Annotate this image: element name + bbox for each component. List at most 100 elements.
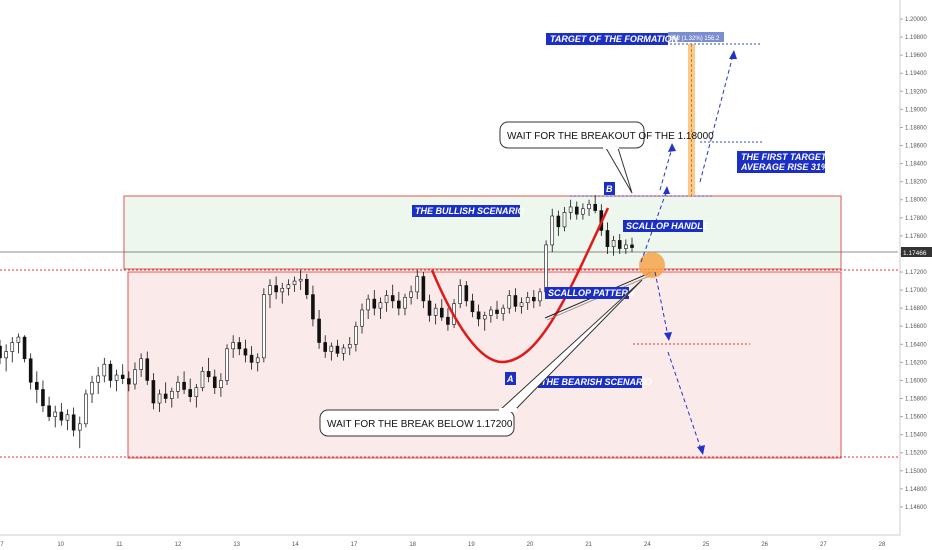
candle-body <box>525 297 530 304</box>
scallop-pattern-label-box <box>545 287 629 299</box>
candle-body <box>59 411 64 421</box>
time-tick-label: 18 <box>409 542 416 548</box>
bullish-label: THE BULLISH SCENARIO <box>415 206 525 216</box>
candle-body <box>378 302 383 309</box>
candle-body <box>182 381 186 390</box>
price-tick-label: 1.16000 <box>905 378 927 384</box>
price-tick-label: 1.15800 <box>905 397 927 403</box>
price-tick-label: 1.16400 <box>905 342 927 348</box>
candle-body <box>605 230 610 248</box>
candle-body <box>317 318 321 343</box>
candle-body <box>35 381 39 390</box>
candle-body <box>108 363 113 381</box>
candle-body <box>562 212 567 228</box>
time-tick-label: 17 <box>351 542 358 548</box>
price-tick-label: 1.19600 <box>905 53 927 59</box>
candle-body <box>255 357 260 363</box>
candle-body <box>212 376 217 388</box>
candle-body <box>507 295 512 309</box>
candle-body <box>611 240 616 248</box>
bearish-label: THE BEARISH SCENARIO <box>541 377 652 387</box>
candle-body <box>538 291 542 302</box>
candle-body <box>71 414 76 431</box>
target-formation-label: TARGET OF THE FORMATION <box>550 34 679 44</box>
candle-body <box>489 309 493 316</box>
candle-body <box>574 206 579 215</box>
price-axis: 1.20000 1.19800 1.19600 1.19400 1.19200 1.190… <box>900 17 927 511</box>
bearish-label-box <box>538 376 642 388</box>
candle-body <box>292 280 297 285</box>
candle-body <box>151 380 156 404</box>
time-tick-label: 14 <box>292 542 299 548</box>
price-tick-label: 1.15200 <box>905 451 927 457</box>
price-tick-label: 1.18000 <box>905 198 927 204</box>
price-tick-label: 1.15400 <box>905 433 927 439</box>
candle-body <box>470 300 475 313</box>
scallop-handle-label-box <box>623 220 703 232</box>
candle-body <box>550 215 555 246</box>
candle-body <box>90 381 94 395</box>
candle-body <box>133 369 137 385</box>
candle-body <box>139 358 143 370</box>
candle-body <box>630 244 634 248</box>
candle-body <box>206 371 211 378</box>
candle-body <box>65 414 70 421</box>
price-tick-label: 1.18800 <box>905 125 927 131</box>
time-tick-label: 27 <box>820 542 827 548</box>
price-tick-label: 1.17600 <box>905 234 927 240</box>
candle-body <box>501 307 505 314</box>
candle-body <box>127 378 131 385</box>
scallop-curve <box>430 207 610 364</box>
point-b-box <box>604 182 615 195</box>
candle-body <box>421 276 426 302</box>
candle-body <box>372 298 377 309</box>
price-tick-label: 1.14800 <box>905 487 927 493</box>
candle-body <box>329 345 334 352</box>
first-target-label-line1: THE FIRST TARGET <box>741 152 828 162</box>
candle-body <box>433 307 438 316</box>
candle-body <box>360 309 364 327</box>
candle-body <box>581 208 585 215</box>
candle-body <box>427 300 432 316</box>
price-tick-label: 1.18200 <box>905 180 927 186</box>
candle-body <box>347 343 352 349</box>
candle-body <box>22 336 27 360</box>
price-tick-label: 1.19000 <box>905 107 927 113</box>
callout-breakout: WAIT FOR THE BREAKOUT OF THE 1.18000 <box>499 121 714 194</box>
candle-body <box>354 325 358 345</box>
candle-body <box>4 351 8 359</box>
price-tick-label: 1.20000 <box>905 17 927 23</box>
price-tick-label: 1.19200 <box>905 89 927 95</box>
arrow-heads <box>663 50 737 455</box>
point-a-box <box>505 372 516 385</box>
time-tick-label: 26 <box>761 542 768 548</box>
candle-body <box>341 347 346 354</box>
candle-body <box>366 298 370 311</box>
candle-body <box>495 309 499 314</box>
price-tick-label: 1.18600 <box>905 144 927 150</box>
candle-body <box>145 358 150 381</box>
candle-body <box>335 345 340 354</box>
target-formation-label-box <box>546 33 668 45</box>
candle-body <box>458 285 462 304</box>
candle-body <box>200 371 205 388</box>
candle-body <box>96 375 100 383</box>
candle-body <box>415 276 420 293</box>
candle-body <box>268 285 272 295</box>
price-tick-label: 1.15000 <box>905 469 927 475</box>
candle-body <box>519 302 524 307</box>
candle-body <box>243 348 248 356</box>
callout-break-below: WAIT FOR THE BREAK BELOW 1.17200 <box>319 279 643 437</box>
candle-body <box>304 278 309 295</box>
candle-body <box>16 336 21 343</box>
candle-body <box>53 411 58 417</box>
candle-body <box>446 316 450 325</box>
time-tick-label: 12 <box>175 542 182 548</box>
candle-body <box>47 405 51 417</box>
candle-body <box>114 374 119 381</box>
callout-break-below-text: WAIT FOR THE BREAK BELOW 1.17200 <box>327 419 513 430</box>
time-tick-label: 20 <box>527 542 534 548</box>
current-price-tag <box>901 247 932 257</box>
time-tick-label: 24 <box>644 542 651 548</box>
candle-body <box>544 244 548 293</box>
